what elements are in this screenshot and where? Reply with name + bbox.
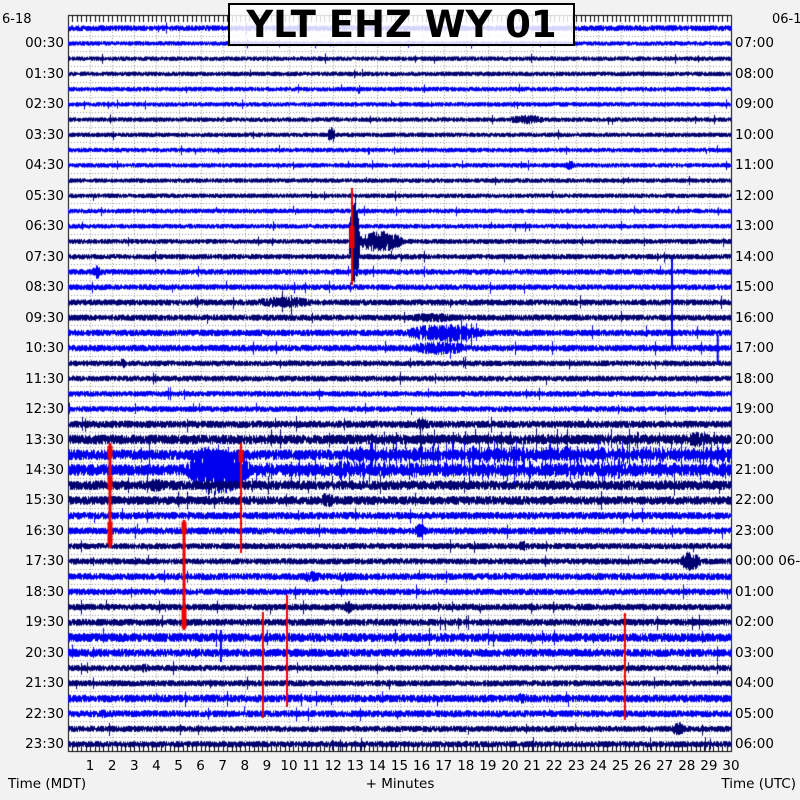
time-label: 02:30 [25, 96, 64, 113]
minute-tick-label: 6 [196, 758, 205, 774]
time-label: 15:00 [735, 279, 774, 296]
time-label: 09:30 [25, 309, 64, 326]
minute-tick-label: 17 [435, 758, 453, 774]
time-label: 16:30 [25, 522, 64, 539]
time-label: 15:30 [25, 492, 64, 509]
minute-tick-label: 26 [634, 758, 652, 774]
minute-tick-label: 20 [501, 758, 519, 774]
time-label: 13:00 [735, 218, 774, 235]
time-label: 04:00 [735, 675, 774, 692]
time-label: 10:00 [735, 126, 774, 143]
time-label: 05:00 [735, 705, 774, 722]
time-label: 23:30 [25, 736, 64, 753]
time-label: 18:00 [735, 370, 774, 387]
minute-tick-label: 22 [545, 758, 563, 774]
time-label: 21:30 [25, 675, 64, 692]
time-label: 18:30 [25, 583, 64, 600]
time-label: 00:30 [25, 35, 64, 52]
minute-tick-label: 19 [479, 758, 497, 774]
minute-tick-label: 24 [589, 758, 607, 774]
time-label: 12:00 [735, 187, 774, 204]
time-label: 05:30 [25, 187, 64, 204]
minute-tick-label: 5 [174, 758, 183, 774]
time-label: 16:00 [735, 309, 774, 326]
time-label: 09:00 [735, 96, 774, 113]
minute-tick-label: 10 [280, 758, 298, 774]
x-axis-caption-right: Time (UTC) [721, 776, 796, 792]
date-label-top-right: 06-1 [772, 12, 800, 27]
minute-tick-label: 14 [368, 758, 386, 774]
time-label: 17:00 [735, 340, 774, 357]
minute-tick-label: 8 [240, 758, 250, 774]
minute-tick-label: 1 [85, 758, 95, 774]
station-title-box: YLT EHZ WY 01 [228, 3, 575, 46]
minute-tick-label: 16 [413, 758, 431, 774]
minute-tick-label: 25 [611, 758, 630, 774]
time-label: 06:00 [735, 736, 774, 753]
minute-tick-label: 30 [722, 758, 740, 774]
x-axis-caption-left: Time (MDT) [8, 776, 87, 792]
time-label: 22:00 [735, 492, 774, 509]
time-label: 21:00 [735, 461, 774, 478]
time-label: 08:00 [735, 65, 774, 82]
minute-tick-label: 18 [457, 758, 475, 774]
time-label: 19:00 [735, 401, 774, 418]
date-label-top-left: 6-18 [2, 12, 32, 27]
time-label: 23:00 [735, 522, 774, 539]
minute-tick-label: 9 [262, 758, 272, 774]
minute-tick-label: 2 [107, 758, 117, 774]
time-label: 01:30 [25, 65, 64, 82]
time-label: 14:30 [25, 461, 64, 478]
time-label: 07:00 [735, 35, 774, 52]
time-label: 08:30 [25, 279, 64, 296]
minute-tick-label: 21 [523, 758, 541, 774]
time-label: 20:00 [735, 431, 774, 448]
time-label: 13:30 [25, 431, 64, 448]
time-label: 06:30 [25, 218, 64, 235]
minute-tick-label: 7 [218, 758, 227, 774]
station-title: YLT EHZ WY 01 [246, 3, 557, 46]
minute-tick-label: 28 [678, 758, 696, 774]
time-label: 11:30 [25, 370, 64, 387]
minute-tick-label: 23 [567, 758, 585, 774]
time-label: 10:30 [25, 340, 64, 357]
time-label: 19:30 [25, 614, 64, 631]
time-label: 11:00 [735, 157, 774, 174]
time-label: 04:30 [25, 157, 64, 174]
time-label: 12:30 [25, 401, 64, 418]
minute-tick-label: 13 [346, 758, 364, 774]
time-label: 22:30 [25, 705, 64, 722]
time-label: 01:00 [735, 583, 774, 600]
minute-tick-label: 11 [302, 758, 320, 774]
time-label: 17:30 [25, 553, 64, 570]
minute-tick-label: 29 [700, 758, 718, 774]
minute-tick-label: 15 [390, 758, 409, 774]
time-label: 03:30 [25, 126, 64, 143]
minute-tick-label: 27 [656, 758, 674, 774]
time-label: 03:00 [735, 644, 774, 661]
time-label: 02:00 [735, 614, 774, 631]
minute-tick-label: 4 [152, 758, 161, 774]
time-label: 14:00 [735, 248, 774, 265]
x-axis-caption-center: + Minutes [365, 776, 435, 792]
minute-tick-label: 3 [130, 758, 139, 774]
time-label: 00:00 06-19 [735, 553, 800, 570]
time-label: 20:30 [25, 644, 64, 661]
minute-tick-label: 12 [324, 758, 342, 774]
time-label: 07:30 [25, 248, 64, 265]
